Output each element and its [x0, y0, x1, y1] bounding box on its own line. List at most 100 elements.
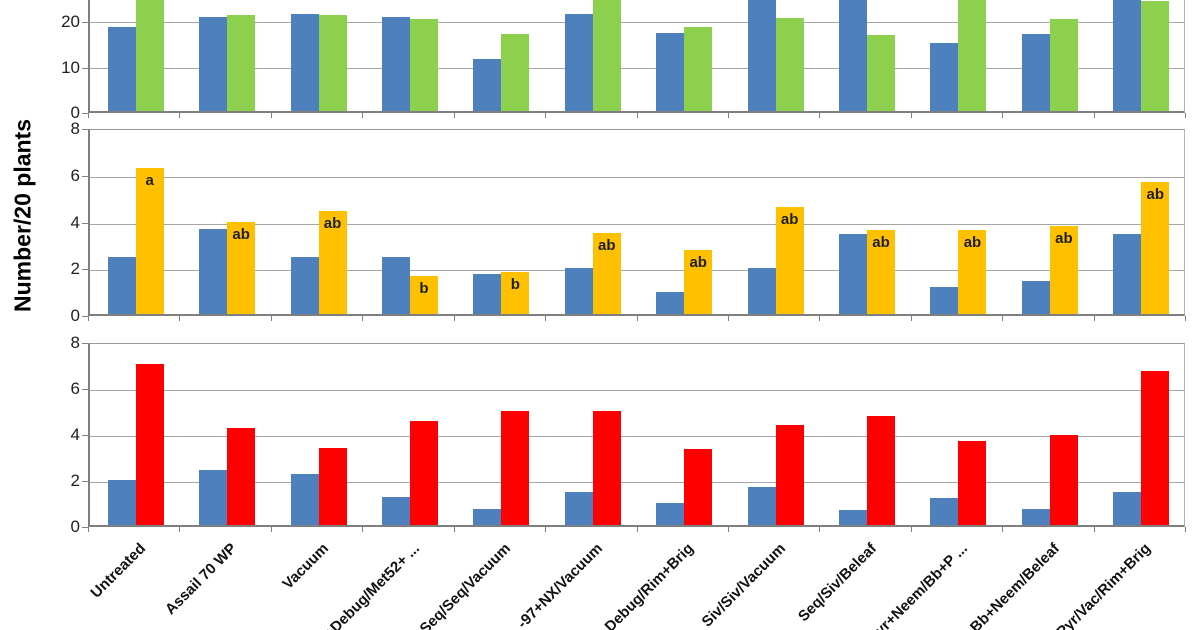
x-tick-mark-top-panel-4 [453, 113, 455, 118]
y-tick-label-top-panel-10: 10 [61, 57, 80, 77]
bar-top-panel-series-green-12 [1141, 0, 1170, 111]
bar-top-panel-series-blue-5 [473, 59, 502, 111]
bar-adults-series-blue-5 [473, 508, 502, 525]
y-tick-label-top-panel-20: 20 [61, 12, 80, 32]
bar-adults-series-red-9 [867, 415, 896, 525]
y-tick-mark-top-panel-0 [82, 113, 88, 114]
bar-top-panel-series-green-8 [775, 18, 804, 111]
bar-top-panel-series-blue-12 [1113, 0, 1142, 111]
y-tick-mark-old-nymphs-6 [82, 175, 88, 177]
y-tick-label-adults-8: 8 [70, 333, 80, 352]
gridline-20 [90, 22, 1184, 24]
y-tick-mark-old-nymphs-2 [82, 269, 88, 271]
bar-old-nymphs-series-blue-7 [656, 291, 685, 314]
x-tick-mark-old-nymphs-8 [819, 316, 821, 321]
bar-adults-series-blue-12 [1113, 491, 1142, 525]
bar-adults-series-blue-3 [290, 474, 319, 525]
x-tick-mark-top-panel-5 [545, 113, 547, 118]
y-tick-label-adults-6: 6 [70, 379, 80, 398]
y-tick-mark-old-nymphs-4 [82, 222, 88, 224]
bar-adults-series-blue-4 [381, 497, 410, 525]
bar-top-panel-series-green-7 [684, 27, 713, 111]
bar-old-nymphs-series-orange-7 [684, 249, 713, 314]
x-tick-mark-adults-11 [1093, 527, 1095, 532]
bar-top-panel-series-green-3 [318, 15, 347, 111]
bar-adults-series-red-11 [1049, 435, 1078, 525]
y-tick-label-top-panel-0: 0 [70, 103, 80, 122]
panel-adults-plot [88, 343, 1185, 527]
x-tick-mark-adults-4 [453, 527, 455, 532]
bar-old-nymphs-series-blue-4 [381, 256, 410, 314]
y-tick-label-old-nymphs-2: 2 [70, 259, 80, 279]
bar-adults-series-red-12 [1141, 370, 1170, 525]
bar-top-panel-series-green-10 [958, 0, 987, 111]
significance-letter-7: ab [689, 253, 707, 271]
bar-adults-series-red-2 [227, 428, 256, 525]
x-tick-mark-old-nymphs-7 [727, 316, 729, 321]
gridline-6 [90, 390, 1184, 391]
x-tick-mark-top-panel-2 [270, 113, 272, 118]
x-tick-mark-top-panel-6 [636, 113, 638, 118]
bar-old-nymphs-series-blue-6 [564, 268, 593, 314]
significance-letter-11: ab [1055, 230, 1073, 248]
bar-old-nymphs-series-orange-2 [227, 221, 256, 314]
bar-adults-series-red-7 [684, 448, 713, 525]
y-tick-mark-top-panel-20 [82, 22, 88, 24]
bar-old-nymphs-series-blue-3 [290, 256, 319, 314]
x-tick-mark-old-nymphs-3 [362, 316, 364, 321]
gridline-4 [90, 223, 1184, 225]
bar-top-panel-series-green-11 [1049, 18, 1078, 111]
bar-adults-series-red-3 [318, 447, 347, 525]
x-tick-mark-old-nymphs-11 [1093, 316, 1095, 321]
bar-top-panel-series-blue-2 [199, 16, 228, 111]
y-tick-label-old-nymphs-6: 6 [70, 165, 80, 185]
bar-old-nymphs-series-orange-3 [318, 210, 347, 314]
significance-letter-4: b [419, 280, 429, 298]
bar-old-nymphs-series-blue-2 [199, 228, 228, 314]
bar-top-panel-series-blue-1 [107, 26, 136, 111]
x-tick-mark-adults-5 [545, 527, 547, 532]
x-tick-mark-old-nymphs-0 [88, 316, 89, 321]
bar-top-panel-series-blue-10 [930, 42, 959, 111]
bar-old-nymphs-series-orange-1 [135, 167, 164, 314]
bar-old-nymphs-series-blue-5 [473, 274, 502, 314]
x-tick-mark-top-panel-7 [727, 113, 729, 118]
bar-old-nymphs-series-orange-6 [592, 233, 621, 314]
bar-adults-series-blue-7 [656, 503, 685, 525]
bar-adults-series-blue-8 [747, 486, 776, 525]
x-tick-mark-top-panel-10 [1002, 113, 1004, 118]
x-tick-mark-top-panel-1 [179, 113, 181, 118]
significance-letter-12: ab [1146, 185, 1165, 203]
bar-old-nymphs-series-orange-10 [958, 229, 987, 314]
bar-adults-series-blue-9 [839, 509, 868, 525]
significance-letter-5: b [510, 275, 520, 293]
x-tick-mark-top-panel-12 [1185, 113, 1186, 118]
panel-old-nymphs-plot: a ab ab b b ab ab ab ab ab ab ab [88, 129, 1185, 316]
bar-adults-series-blue-6 [564, 491, 593, 525]
x-tick-mark-adults-1 [179, 527, 181, 532]
y-tick-label-old-nymphs-4: 4 [70, 212, 80, 232]
gridline-4 [90, 436, 1184, 437]
y-tick-mark-adults-8 [82, 343, 88, 344]
y-tick-mark-adults-6 [82, 389, 88, 390]
x-tick-mark-old-nymphs-6 [636, 316, 638, 321]
x-tick-mark-top-panel-0 [88, 113, 89, 118]
bar-old-nymphs-series-blue-12 [1113, 234, 1142, 314]
bar-old-nymphs-series-orange-11 [1049, 226, 1078, 314]
bar-adults-series-red-1 [135, 363, 164, 525]
bar-old-nymphs-series-blue-10 [930, 286, 959, 314]
significance-letter-2: ab [232, 225, 250, 243]
y-tick-label-adults-4: 4 [70, 425, 80, 444]
bar-adults-series-red-4 [409, 421, 438, 525]
x-tick-mark-adults-9 [910, 527, 912, 532]
y-tick-mark-old-nymphs-0 [82, 316, 88, 317]
x-axis-label-1: Untreated [87, 540, 149, 602]
y-tick-mark-adults-2 [82, 481, 88, 482]
bar-old-nymphs-series-blue-8 [747, 268, 776, 314]
y-tick-mark-adults-4 [82, 435, 88, 436]
significance-letter-10: ab [963, 233, 982, 251]
bar-adults-series-blue-2 [199, 469, 228, 525]
y-tick-label-adults-0: 0 [70, 517, 80, 536]
y-tick-label-old-nymphs-0: 0 [70, 306, 80, 325]
bar-old-nymphs-series-orange-9 [867, 229, 896, 314]
